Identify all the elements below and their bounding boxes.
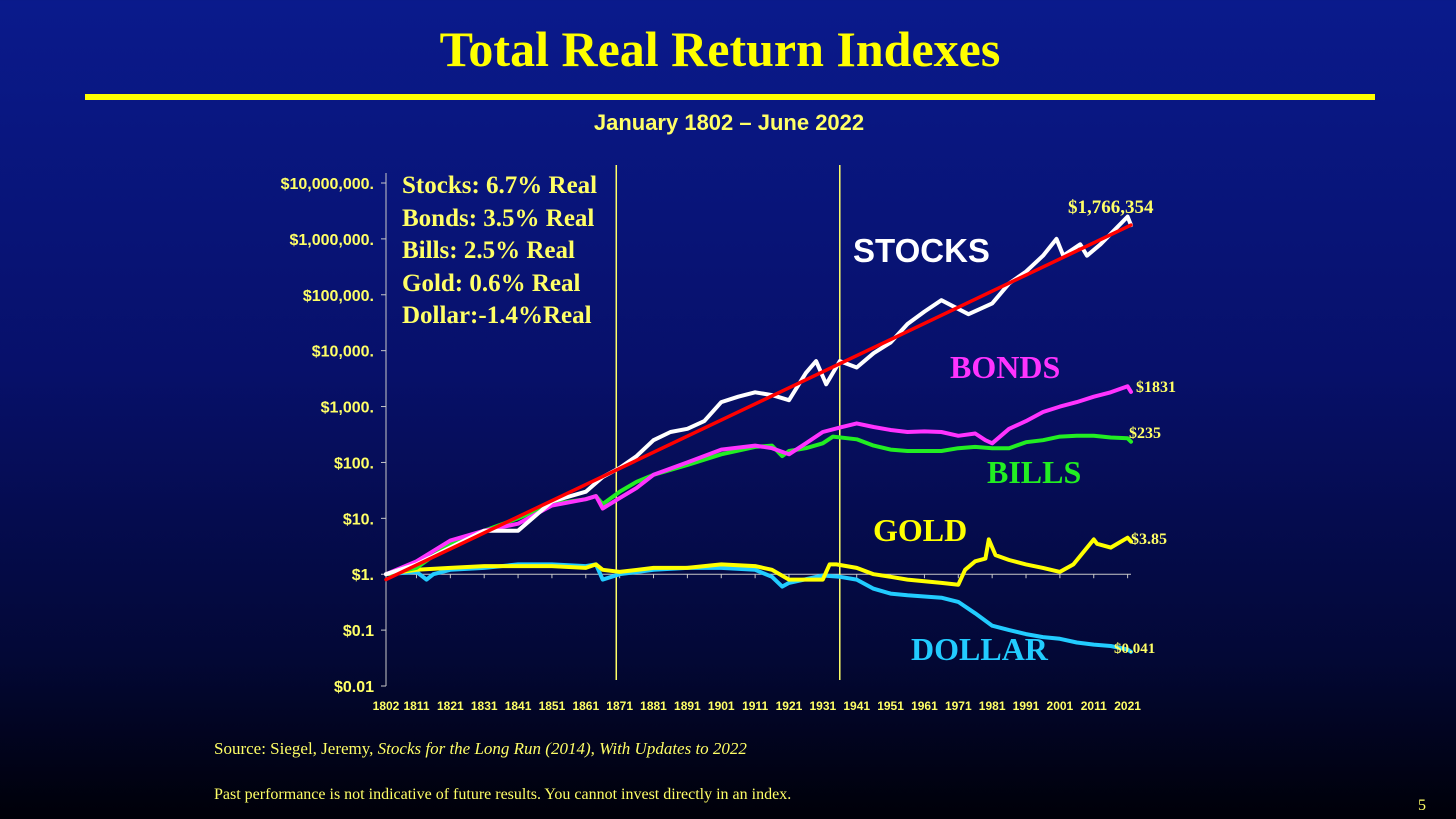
x-tick-label: 1802 [373,699,400,713]
chart-subtitle: January 1802 – June 2022 [593,110,865,135]
series-name-label-bonds: BONDS [950,349,1060,385]
y-tick-label: $0.1 [343,623,374,640]
series-end-label-dollar: $0.041 [1114,641,1155,657]
source-book: Stocks for the Long Run (2014), With Upd… [377,739,747,758]
x-tick-label: 1991 [1013,699,1040,713]
x-tick-label: 1971 [945,699,972,713]
x-tick-label: 1961 [911,699,938,713]
rate-dollar: Dollar:-1.4%Real [402,302,592,329]
x-tick-label: 1841 [505,699,532,713]
source-prefix: Source: Siegel, Jeremy, [214,739,378,758]
y-tick-label: $1. [352,567,374,584]
y-tick-label: $100. [334,455,374,472]
y-tick-label: $1,000,000. [289,232,374,249]
series-line-bonds [384,384,1133,577]
x-tick-label: 1821 [437,699,464,713]
series-line-gold [384,535,1133,587]
y-tick-label: $10,000. [312,344,374,361]
disclaimer: Past performance is not indicative of fu… [214,786,792,803]
x-tick-label: 1811 [403,699,429,713]
x-tick-label: 2001 [1047,699,1074,713]
x-tick-label: 1901 [708,699,735,713]
y-tick-label: $1,000. [321,400,374,417]
slide-title: Total Real Return Indexes [439,21,1001,77]
series-line-trend [384,223,1133,582]
y-tick-label: $10. [343,511,374,528]
title-underline [85,94,1375,100]
x-tick-label: 1881 [640,699,667,713]
x-tick-label: 1941 [843,699,870,713]
x-tick-label: 1911 [742,699,768,713]
series-end-label-bonds: $1831 [1136,379,1176,396]
series-end-label-stocks: $1,766,354 [1068,197,1154,218]
series-end-label-gold: $3.85 [1131,531,1167,548]
series-end-label-bills: $235 [1129,425,1161,442]
source-note: Source: Siegel, Jeremy, Stocks for the L… [214,739,747,759]
x-tick-label: 1851 [539,699,566,713]
x-tick-label: 2021 [1114,699,1141,713]
x-tick-label: 1921 [776,699,803,713]
x-tick-label: 2011 [1081,699,1107,713]
rates-box: Stocks: 6.7% Real Bonds: 3.5% Real Bills… [402,170,597,333]
y-tick-label: $100,000. [303,288,374,305]
x-tick-label: 1891 [674,699,701,713]
rate-bonds: Bonds: 3.5% Real [402,204,595,232]
series-name-label-stocks: STOCKS [853,232,990,269]
series-name-label-gold: GOLD [873,512,967,548]
page-number: 5 [1418,797,1426,814]
x-tick-label: 1981 [979,699,1006,713]
rate-stocks: Stocks: 6.7% Real [402,172,598,199]
x-tick-label: 1831 [471,699,498,713]
rate-bills: Bills: 2.5% Real [402,237,575,264]
x-tick-label: 1931 [809,699,836,713]
y-tick-label: $10,000,000. [281,176,374,193]
y-tick-label: $0.01 [334,679,374,696]
series-name-label-bills: BILLS [987,454,1081,490]
rate-gold: Gold: 0.6% Real [402,269,581,297]
x-tick-label: 1951 [877,699,904,713]
series-name-label-dollar: DOLLAR [911,631,1049,667]
x-tick-label: 1871 [606,699,633,713]
x-tick-label: 1861 [572,699,599,713]
